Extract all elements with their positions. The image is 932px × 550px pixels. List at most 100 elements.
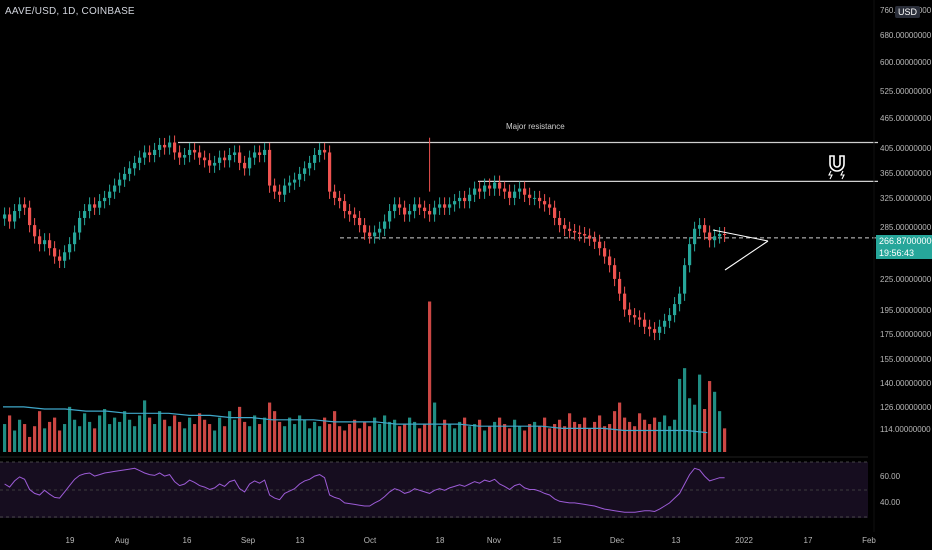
candle-body	[668, 315, 672, 321]
volume-bar	[38, 411, 42, 452]
volume-bar	[658, 421, 662, 452]
candle-body	[328, 152, 332, 192]
volume-bar	[63, 424, 67, 452]
candle-body	[573, 230, 577, 233]
candle-body	[3, 214, 7, 219]
currency-badge[interactable]: USD	[895, 6, 921, 18]
volume-bar	[418, 428, 422, 452]
volume-bar	[628, 421, 632, 452]
x-tick-label: 18	[436, 536, 445, 545]
candle-body	[198, 152, 202, 158]
candle-body	[303, 168, 307, 174]
candle-body	[338, 197, 342, 202]
volume-bar	[78, 426, 82, 452]
x-tick-label: Feb	[862, 536, 876, 545]
volume-bar	[448, 424, 452, 452]
volume-bar	[298, 415, 302, 452]
volume-bar	[273, 411, 277, 452]
candle-body	[643, 319, 647, 327]
y-tick-label: 325.00000000	[880, 194, 932, 203]
candle-body	[373, 232, 377, 237]
volume-bar	[528, 424, 532, 452]
volume-bar	[433, 402, 437, 452]
symbol-title[interactable]: AAVE/USD, 1D, COINBASE	[5, 6, 135, 17]
volume-bar	[713, 391, 717, 452]
x-tick-label: Oct	[364, 536, 377, 545]
candle-body	[383, 221, 387, 229]
candle-body	[173, 142, 177, 153]
candle-body	[428, 211, 432, 215]
volume-bar	[178, 421, 182, 452]
volume-bar	[428, 301, 432, 452]
y-tick-label: 175.00000000	[880, 330, 932, 339]
volume-bar	[123, 411, 127, 452]
volume-bar	[653, 417, 657, 452]
y-tick-label: 465.00000000	[880, 114, 932, 123]
candle-body	[598, 241, 602, 249]
volume-bar	[588, 428, 592, 452]
volume-bar	[478, 419, 482, 452]
volume-bar	[188, 417, 192, 452]
candle-body	[143, 152, 147, 158]
volume-bar	[313, 421, 317, 452]
candle-body	[718, 234, 722, 237]
candle-body	[638, 317, 642, 320]
volume-bar	[103, 409, 107, 452]
volume-bar	[708, 381, 712, 452]
volume-bar	[263, 417, 267, 452]
volume-bar	[668, 426, 672, 452]
volume-bar	[593, 421, 597, 452]
candle-body	[103, 197, 107, 202]
candle-body	[43, 240, 47, 245]
volume-bar	[283, 426, 287, 452]
candle-body	[418, 204, 422, 208]
magnet-icon[interactable]	[826, 153, 848, 183]
volume-bar	[513, 419, 517, 452]
candle-body	[63, 252, 67, 261]
candle-body	[678, 293, 682, 305]
volume-bar	[363, 421, 367, 452]
volume-bar	[483, 430, 487, 452]
last-price-badge: 266.87000000 19:56:43	[876, 235, 932, 259]
candle-body	[648, 326, 652, 330]
candle-body	[38, 236, 42, 245]
candle-body	[698, 225, 702, 229]
x-tick-label: 16	[183, 536, 192, 545]
candle-body	[83, 211, 87, 218]
candle-body	[583, 234, 587, 236]
candle-body	[153, 149, 157, 156]
candle-body	[593, 238, 597, 242]
volume-bar	[168, 426, 172, 452]
candle-body	[203, 157, 207, 161]
candle-body	[268, 149, 272, 186]
volume-bar	[688, 398, 692, 452]
volume-bar	[303, 419, 307, 452]
rsi-tick-label: 40.00	[880, 498, 901, 507]
volume-tick-label: 140.00000000	[880, 379, 932, 388]
candle-body	[88, 204, 92, 212]
volume-bar	[498, 417, 502, 452]
candle-body	[438, 204, 442, 208]
volume-bar	[323, 417, 327, 452]
candle-body	[493, 182, 497, 189]
volume-bar	[388, 421, 392, 452]
volume-tick-label: 114.00000000	[880, 425, 931, 434]
candle-body	[113, 185, 117, 192]
candle-body	[408, 211, 412, 215]
volume-bar	[118, 421, 122, 452]
volume-bar	[673, 419, 677, 452]
volume-bar	[613, 411, 617, 452]
y-tick-label: 525.00000000	[880, 87, 932, 96]
volume-bar	[643, 419, 647, 452]
volume-bar	[203, 419, 207, 452]
candle-body	[423, 207, 427, 212]
volume-bar	[573, 421, 577, 452]
volume-bar	[213, 430, 217, 452]
y-tick-label: 225.00000000	[880, 275, 932, 284]
candle-body	[508, 191, 512, 198]
candle-body	[353, 214, 357, 218]
volume-bar	[623, 417, 627, 452]
candle-body	[398, 204, 402, 208]
volume-bar	[393, 419, 397, 452]
